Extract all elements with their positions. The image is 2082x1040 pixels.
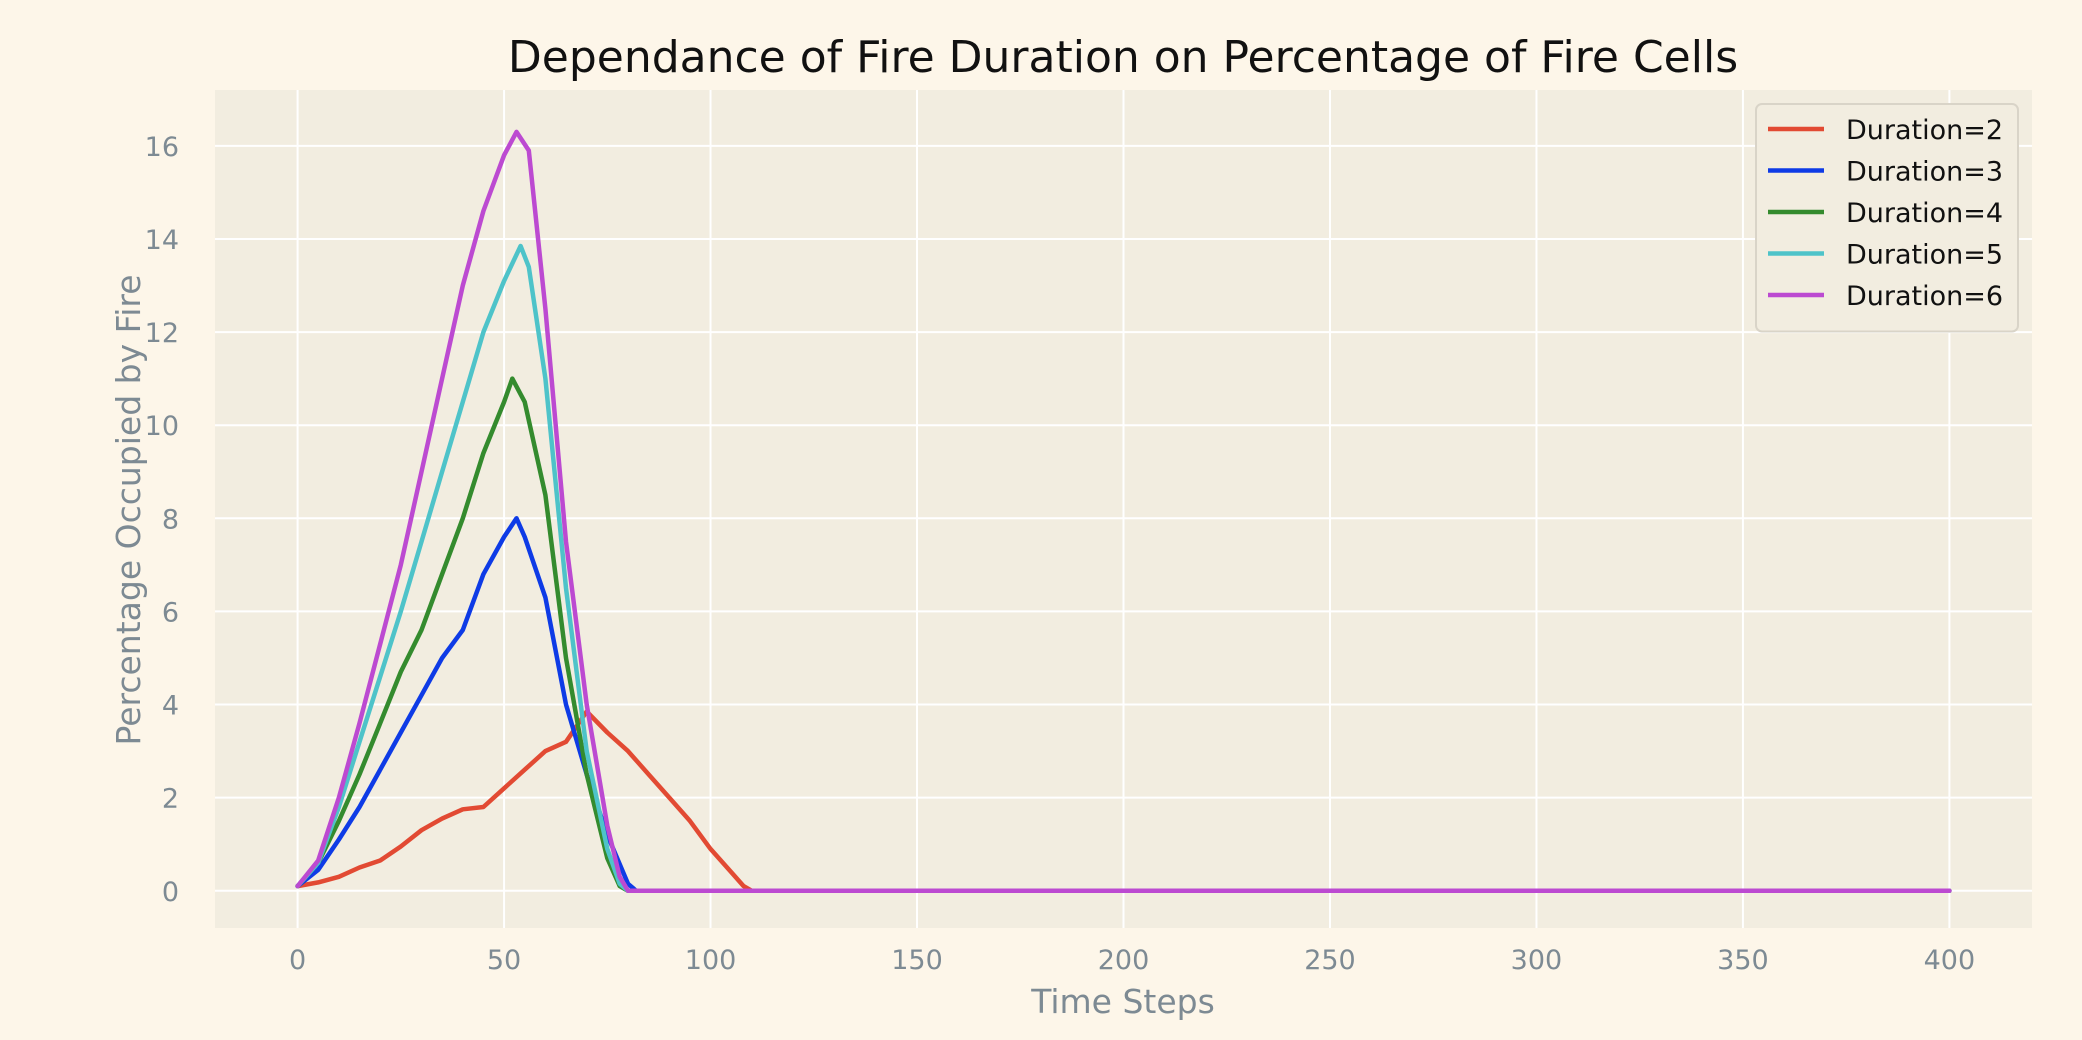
legend: Duration=2 Duration=3 Duration=4 Duration=5… [1755,103,2019,333]
legend-entry-label: Duration=6 [1846,281,2003,312]
y-tick-label: 14 [145,225,179,256]
y-tick-label: 10 [145,411,179,442]
x-axis-ticks: 0 50 100 150 200 250 300 350 400 [289,945,1975,976]
x-tick-label: 350 [1717,945,1769,976]
x-tick-label: 300 [1511,945,1563,976]
series-line-duration-4 [295,376,1952,894]
y-tick-label: 12 [145,318,179,349]
y-tick-label: 2 [162,784,179,815]
x-tick-label: 0 [289,945,306,976]
x-axis-label: Time Steps [1030,982,1215,1021]
y-tick-label: 0 [162,877,179,908]
y-tick-label: 4 [162,691,179,722]
x-tick-label: 150 [891,945,943,976]
series-line-duration-6 [295,129,1952,894]
x-tick-label: 400 [1924,945,1976,976]
series-line-duration-5 [295,243,1952,894]
chart-title: Dependance of Fire Duration on Percentag… [508,32,1738,83]
legend-frame [1755,103,2019,333]
y-axis-label: Percentage Occupied by Fire [109,274,148,745]
y-tick-label: 6 [162,597,179,628]
x-tick-label: 50 [487,945,521,976]
legend-entry-label: Duration=4 [1846,198,2003,229]
legend-entry-label: Duration=3 [1846,157,2003,188]
series-line-duration-2 [295,709,1952,894]
legend-entry-label: Duration=5 [1846,240,2003,271]
legend-entry-label: Duration=2 [1846,115,2003,146]
grid [215,90,2032,928]
y-axis-ticks: 0 2 4 6 8 10 12 14 16 [145,132,179,908]
x-tick-label: 100 [685,945,737,976]
x-tick-label: 200 [1098,945,1150,976]
series-group [295,129,1952,894]
y-tick-label: 16 [145,132,179,163]
x-tick-label: 250 [1304,945,1356,976]
y-tick-label: 8 [162,504,179,535]
